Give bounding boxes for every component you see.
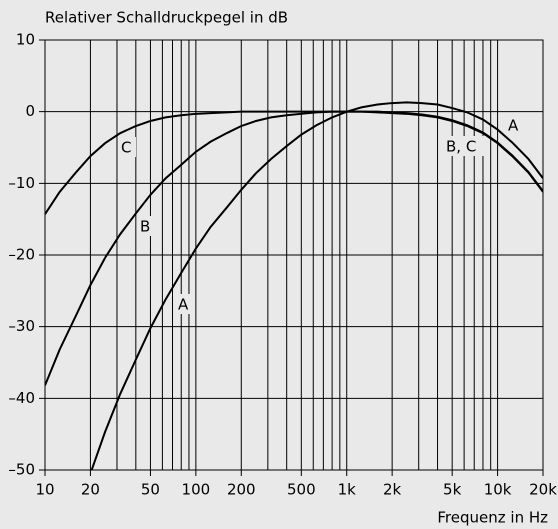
x-axis-label: Frequenz in Hz — [437, 509, 548, 527]
label-bg — [118, 137, 136, 157]
y-axis-label: Relativer Schalldruckpegel in dB — [45, 9, 288, 27]
x-tick-label: 10k — [484, 481, 512, 499]
curve — [45, 110, 543, 215]
x-tick-label: 20 — [81, 481, 100, 499]
x-tick-label: 500 — [287, 481, 316, 499]
label-bg — [138, 216, 154, 236]
annotation: A — [178, 296, 189, 314]
y-tick-label: –30 — [8, 317, 35, 335]
label-bg — [505, 116, 523, 134]
x-tick-label: 1k — [338, 481, 357, 499]
y-tick-label: –40 — [8, 389, 35, 407]
y-tick-label: 0 — [25, 102, 35, 120]
annotation: A — [508, 117, 519, 135]
y-tick-label: –50 — [8, 461, 35, 479]
x-tick-label: 50 — [141, 481, 160, 499]
x-tick-label: 100 — [182, 481, 211, 499]
x-tick-label: 10 — [35, 481, 54, 499]
annotation: B, C — [446, 138, 476, 156]
y-tick-label: –20 — [8, 246, 35, 264]
x-tick-label: 2k — [383, 481, 402, 499]
curves — [45, 101, 543, 470]
x-tick-label: 200 — [227, 481, 256, 499]
annotation: B — [140, 218, 150, 236]
x-tick-label: 5k — [443, 481, 462, 499]
x-tick-label: 20k — [529, 481, 557, 499]
label-bg — [176, 294, 192, 314]
y-tick-label: 10 — [16, 31, 35, 49]
label-bg — [444, 136, 486, 156]
annotation: C — [121, 139, 131, 157]
plot-area — [39, 39, 544, 476]
y-tick-label: –10 — [8, 174, 35, 192]
curve — [90, 101, 543, 470]
